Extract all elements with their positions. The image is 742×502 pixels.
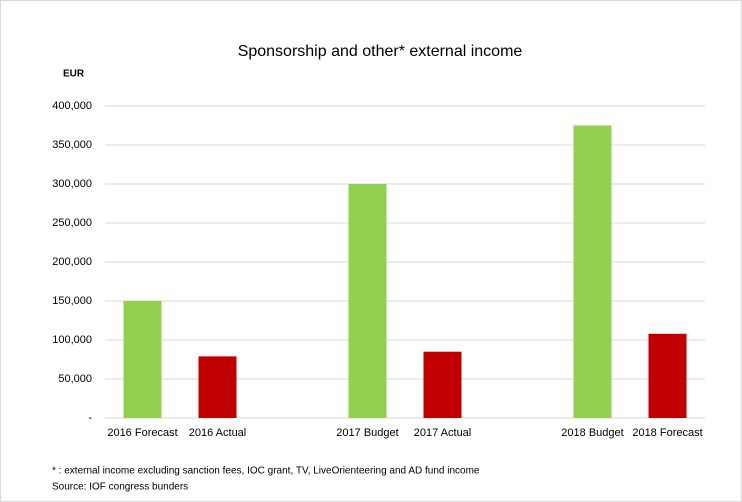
x-tick-label: 2016 Forecast <box>107 427 177 439</box>
x-tick-label: 2017 Budget <box>336 427 398 439</box>
y-tick-label: 350,000 <box>52 139 92 151</box>
y-tick-label: 150,000 <box>52 295 92 307</box>
y-tick-label: - <box>88 412 92 424</box>
y-tick-label: 400,000 <box>52 100 92 112</box>
x-tick-label: 2017 Actual <box>414 427 472 439</box>
y-tick-label: 300,000 <box>52 178 92 190</box>
bar <box>123 301 162 418</box>
bar <box>648 333 687 418</box>
bar <box>348 184 387 418</box>
x-tick-label: 2018 Budget <box>561 427 623 439</box>
x-tick-label: 2018 Forecast <box>632 427 702 439</box>
bar <box>573 125 612 418</box>
y-axis-label: EUR <box>63 69 85 80</box>
bar <box>198 356 237 418</box>
footnote: * : external income excluding sanction f… <box>52 466 480 477</box>
chart-title: Sponsorship and other* external income <box>238 43 523 60</box>
y-tick-label: 250,000 <box>52 217 92 229</box>
source-note: Source: IOF congress bunders <box>52 482 188 493</box>
bar <box>423 351 462 418</box>
y-tick-label: 100,000 <box>52 334 92 346</box>
x-tick-label: 2016 Actual <box>189 427 247 439</box>
y-tick-label: 200,000 <box>52 256 92 268</box>
y-tick-label: 50,000 <box>58 373 92 385</box>
